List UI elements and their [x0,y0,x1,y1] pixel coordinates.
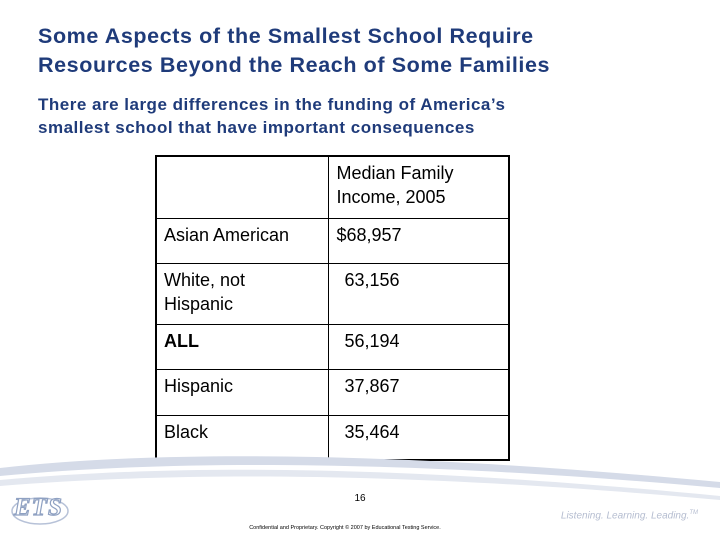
slide-title-line-1: Some Aspects of the Smallest School Requ… [38,24,534,48]
group-label: White, not [164,269,246,290]
slide-title-line-2: Resources Beyond the Reach of Some Famil… [38,53,551,77]
slide-subtitle: There are large differences in the fundi… [38,93,698,139]
slide-subtitle-line-1: There are large differences in the fundi… [38,95,506,114]
income-table: Median Family Income, 2005 Asian America… [155,155,510,461]
income-cell: 35,464 [328,414,510,461]
group-cell: Hispanic [155,368,330,416]
slide-subtitle-line-2: smallest school that have important cons… [38,118,475,137]
table-row: Hispanic 37,867 [155,368,510,416]
group-label: Asian American [164,224,290,245]
footer-swoosh [0,456,720,500]
group-cell: Asian American [155,217,330,264]
table-header-row: Median Family Income, 2005 [155,155,510,219]
group-cell: White, not Hispanic [155,262,330,325]
group-label: ALL [164,330,199,351]
page-number: 16 [354,493,366,504]
tagline-text: Listening. Learning. Leading. [560,510,690,522]
table-row: ALL 56,194 [155,323,510,370]
income-cell: 63,156 [328,262,510,325]
slide-title: Some Aspects of the Smallest School Requ… [38,22,698,80]
group-cell: ALL [155,323,330,370]
table-row: White, not Hispanic 63,156 [155,262,510,325]
income-cell: 37,867 [328,368,510,416]
tagline: Listening. Learning. Leading.TM [561,510,698,521]
income-cell: 56,194 [328,323,510,370]
income-cell: $68,957 [328,217,510,264]
ets-logo: ETS [13,493,63,521]
trademark-mark: TM [689,510,698,516]
ets-logo-ring [11,497,69,525]
header-income-line-2: Income, 2005 [336,187,446,207]
table-row: Black 35,464 [155,414,510,461]
confidential-notice: Confidential and Proprietary. Copyright … [249,525,441,531]
header-group-cell [155,155,330,219]
group-label: Black [164,421,209,442]
group-label: Hispanic [164,293,234,314]
header-income-cell: Median Family Income, 2005 [328,155,510,219]
group-label: Hispanic [164,375,234,396]
header-income-line-1: Median Family [336,163,454,183]
group-cell: Black [155,414,330,461]
table-row: Asian American $68,957 [155,217,510,264]
